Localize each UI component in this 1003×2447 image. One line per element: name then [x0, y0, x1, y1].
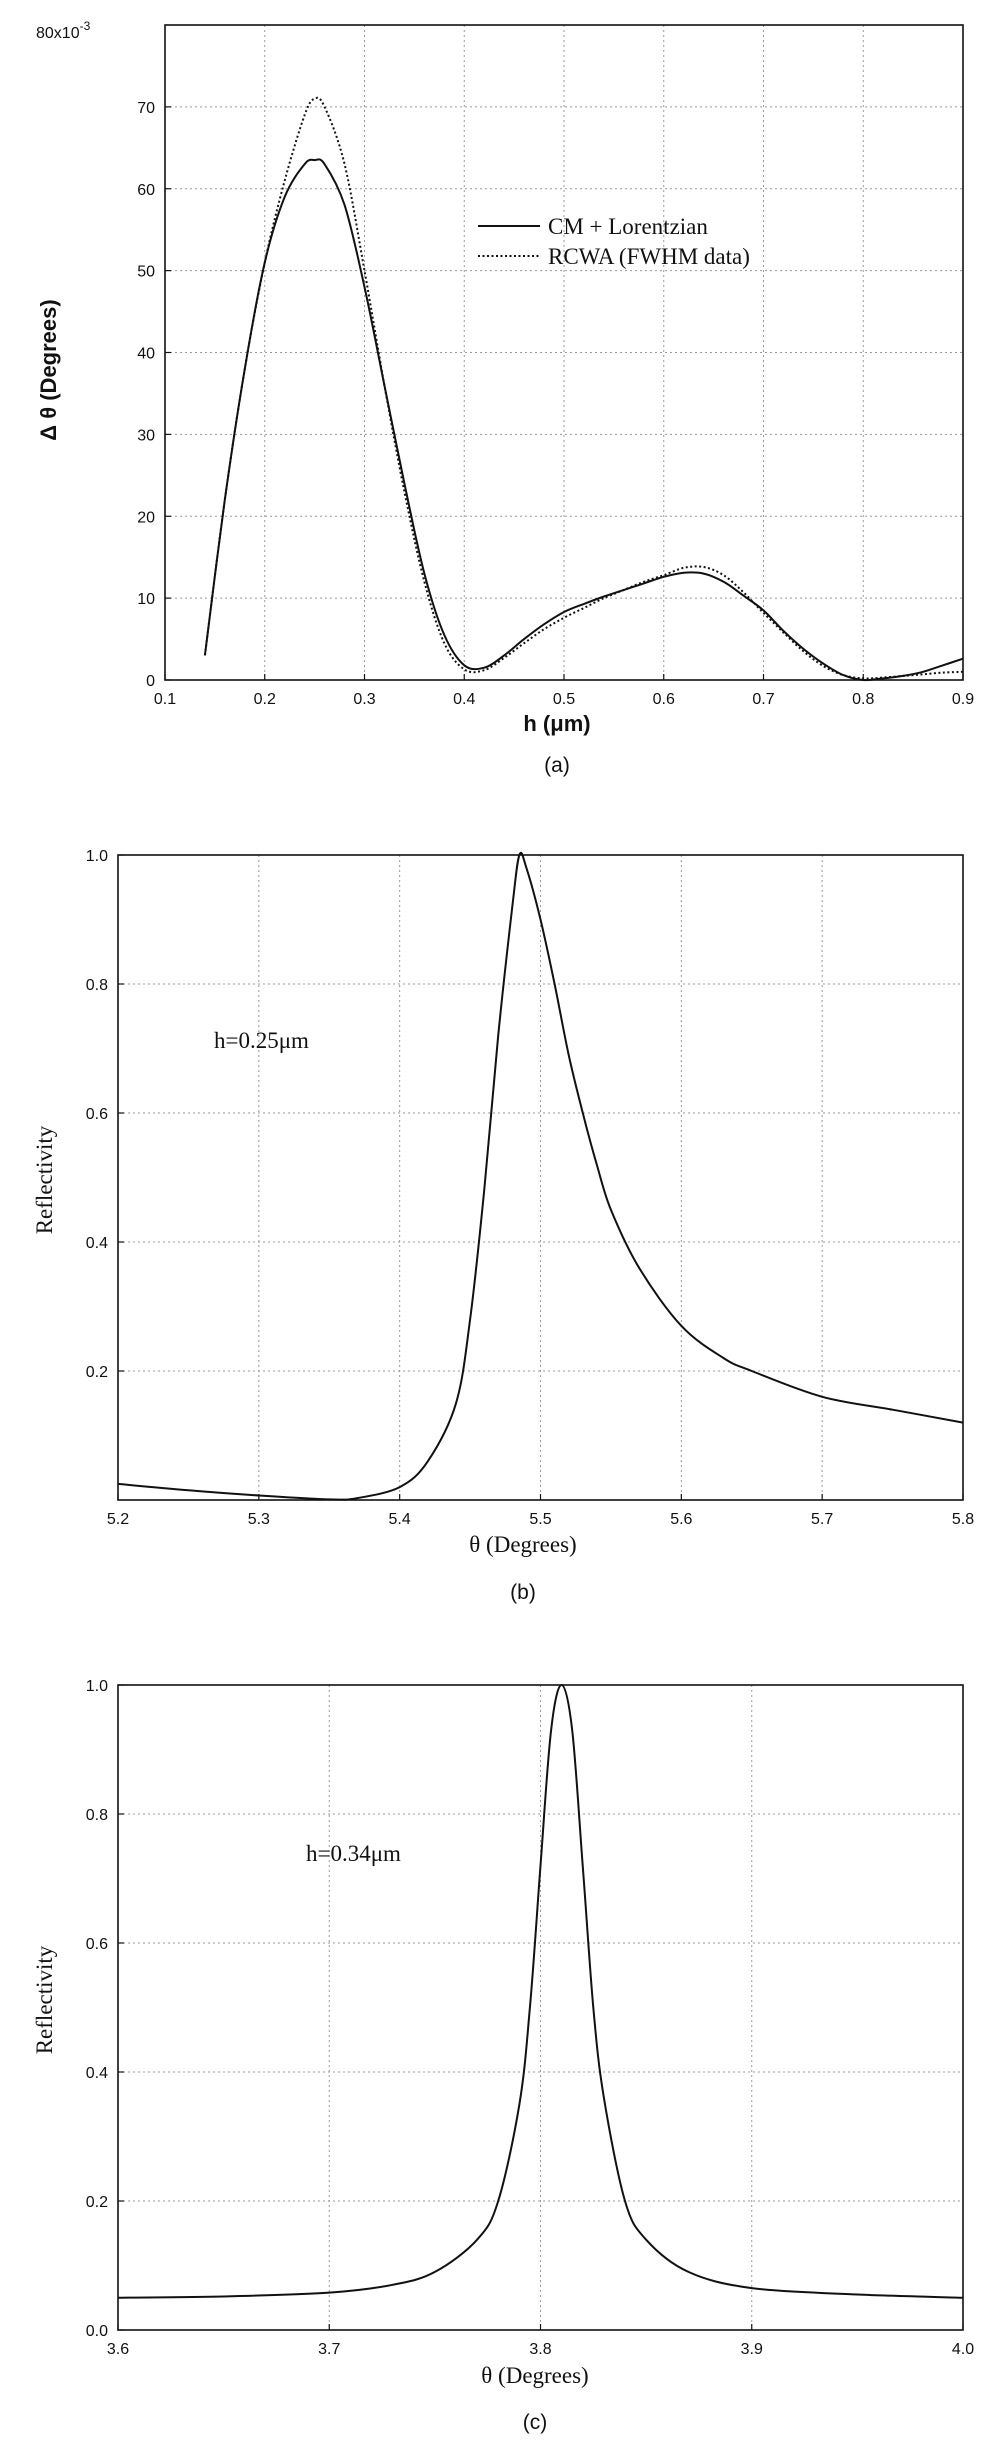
panel-a-x-ticks: 0.1 0.2 0.3 0.4 0.5 0.6 0.7 0.8 0.9 — [154, 674, 974, 708]
panel-b-y-ticks: 0.2 0.4 0.6 0.8 1.0 — [86, 848, 124, 1381]
y-tick-label: 0.6 — [86, 1936, 108, 1953]
y-tick-label: 0.2 — [86, 1364, 108, 1381]
x-tick-label: 3.8 — [529, 2341, 551, 2358]
x-tick-label: 5.2 — [107, 1511, 129, 1528]
y-tick-label: 1.0 — [86, 848, 108, 865]
x-tick-label: 3.7 — [318, 2341, 340, 2358]
panel-b-annotation: h=0.25μm — [214, 1028, 309, 1053]
y-tick-label: 0.8 — [86, 1807, 108, 1824]
y-tick-label: 1.0 — [86, 1678, 108, 1695]
panel-c-caption: (c) — [523, 2411, 548, 2434]
x-tick-label: 0.9 — [952, 691, 974, 708]
panel-c-x-axis-label: θ (Degrees) — [481, 2363, 588, 2388]
x-tick-label: 0.4 — [453, 691, 475, 708]
y-tick-label: 0.6 — [86, 1106, 108, 1123]
x-tick-label: 5.7 — [811, 1511, 833, 1528]
y-tick-label: 20 — [137, 509, 155, 526]
x-tick-label: 3.9 — [741, 2341, 763, 2358]
panel-c-annotation: h=0.34μm — [306, 1841, 401, 1866]
y-tick-label: 0.4 — [86, 1235, 108, 1252]
y-tick-label: 40 — [137, 346, 155, 363]
x-tick-label: 5.5 — [529, 1511, 551, 1528]
panel-b: 5.2 5.3 5.4 5.5 5.6 5.7 5.8 0.2 0.4 0.6 0.8 1.0 Re… — [32, 848, 974, 1604]
panel-c: 3.6 3.7 3.8 3.9 4.0 0.0 0.2 0.4 0.6 0.8 1.0 Refle… — [32, 1678, 974, 2434]
x-tick-label: 0.8 — [852, 691, 874, 708]
panel-a-series — [203, 96, 964, 682]
panel-b-x-axis-label: θ (Degrees) — [469, 1532, 576, 1557]
panel-a-caption: (a) — [544, 754, 570, 777]
panel-c-x-ticks: 3.6 3.7 3.8 3.9 4.0 — [107, 2324, 974, 2358]
x-tick-label: 5.3 — [248, 1511, 270, 1528]
y-tick-label: 70 — [137, 100, 155, 117]
panel-a-legend: CM + Lorentzian RCWA (FWHM data) — [478, 214, 750, 269]
panel-c-series-line-1 — [117, 1683, 964, 2299]
x-tick-label: 0.6 — [653, 691, 675, 708]
panel-c-y-ticks: 0.0 0.2 0.4 0.6 0.8 1.0 — [86, 1678, 124, 2340]
y-tick-label: 0.0 — [86, 2323, 108, 2340]
panel-a-y-ticks: 0 10 20 30 40 50 60 70 — [137, 100, 171, 690]
x-tick-label: 3.6 — [107, 2341, 129, 2358]
x-tick-label: 0.1 — [154, 691, 176, 708]
x-tick-label: 0.2 — [254, 691, 276, 708]
panel-a-x-axis-label: h (μm) — [523, 711, 590, 736]
y-tick-label: 0.4 — [86, 2065, 108, 2082]
legend-entry-rcwa: RCWA (FWHM data) — [548, 244, 750, 269]
x-tick-label: 0.5 — [553, 691, 575, 708]
panel-b-caption: (b) — [510, 1581, 536, 1604]
y-tick-label: 0.8 — [86, 977, 108, 994]
panel-b-series — [117, 851, 964, 1501]
panel-c-series — [117, 1683, 964, 2299]
x-tick-label: 5.6 — [670, 1511, 692, 1528]
panel-a: 0.1 0.2 0.3 0.4 0.5 0.6 0.7 0.8 0.9 0 10 20 30 40 50 6… — [36, 19, 974, 777]
y-tick-label: 60 — [137, 182, 155, 199]
x-tick-label: 4.0 — [952, 2341, 974, 2358]
panel-a-series-line-1 — [203, 158, 964, 682]
panel-c-y-axis-label: Reflectivity — [32, 1945, 57, 2054]
panel-b-grid — [117, 854, 964, 1500]
panel-c-grid — [117, 1684, 964, 2331]
panel-b-series-line-1 — [117, 851, 964, 1501]
x-tick-label: 0.7 — [752, 691, 774, 708]
y-tick-label: 30 — [137, 427, 155, 444]
panel-a-y-axis-label: Δ θ (Degrees) — [36, 299, 61, 440]
x-tick-label: 0.3 — [353, 691, 375, 708]
panel-b-y-axis-label: Reflectivity — [32, 1125, 57, 1234]
panel-a-grid — [164, 25, 964, 681]
panel-b-x-ticks: 5.2 5.3 5.4 5.5 5.6 5.7 5.8 — [107, 1494, 974, 1528]
x-tick-label: 5.4 — [389, 1511, 411, 1528]
legend-entry-cm-lorentzian: CM + Lorentzian — [548, 214, 708, 239]
x-tick-label: 5.8 — [952, 1511, 974, 1528]
panel-a-y-multiplier: 80x10-3 — [36, 19, 91, 42]
y-tick-label: 10 — [137, 591, 155, 608]
y-tick-label: 0.2 — [86, 2194, 108, 2211]
y-tick-label: 50 — [137, 264, 155, 281]
panel-a-series-line-2 — [203, 96, 964, 680]
y-tick-label: 0 — [146, 673, 155, 690]
